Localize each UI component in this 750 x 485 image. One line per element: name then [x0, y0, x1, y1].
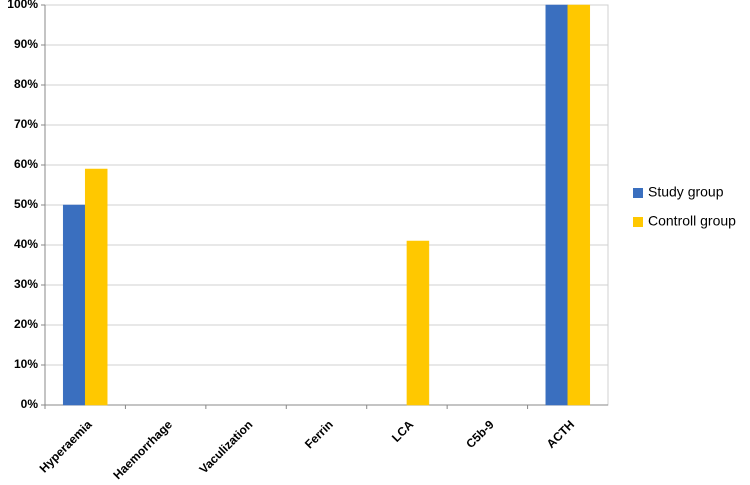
- y-tick-label: 30%: [14, 277, 38, 291]
- y-tick-label: 0%: [21, 397, 39, 411]
- x-tick-label: Haemorrhage: [110, 417, 175, 482]
- y-tick-label: 80%: [14, 77, 38, 91]
- y-tick-label: 90%: [14, 37, 38, 51]
- bar: [406, 240, 430, 406]
- bar: [84, 168, 108, 406]
- x-tick-label: LCA: [389, 417, 417, 445]
- y-tick-label: 50%: [14, 197, 38, 211]
- x-tick-label: Vaculization: [196, 417, 255, 476]
- x-tick-label: C5b-9: [463, 417, 497, 451]
- legend-swatch: [633, 188, 643, 198]
- y-tick-label: 60%: [14, 157, 38, 171]
- x-tick-label: ACTH: [544, 417, 577, 450]
- y-tick-label: 20%: [14, 317, 38, 331]
- y-tick-label: 70%: [14, 117, 38, 131]
- bar: [62, 204, 86, 406]
- bar: [567, 4, 591, 406]
- legend-swatch: [633, 217, 643, 227]
- x-tick-label: Ferrin: [302, 417, 336, 451]
- y-tick-label: 100%: [7, 0, 38, 11]
- bar: [545, 4, 569, 406]
- x-tick-label: Hyperaemia: [37, 417, 95, 475]
- legend-text: Controll group: [648, 213, 736, 229]
- legend-text: Study group: [648, 184, 724, 200]
- y-tick-label: 10%: [14, 357, 38, 371]
- y-tick-label: 40%: [14, 237, 38, 251]
